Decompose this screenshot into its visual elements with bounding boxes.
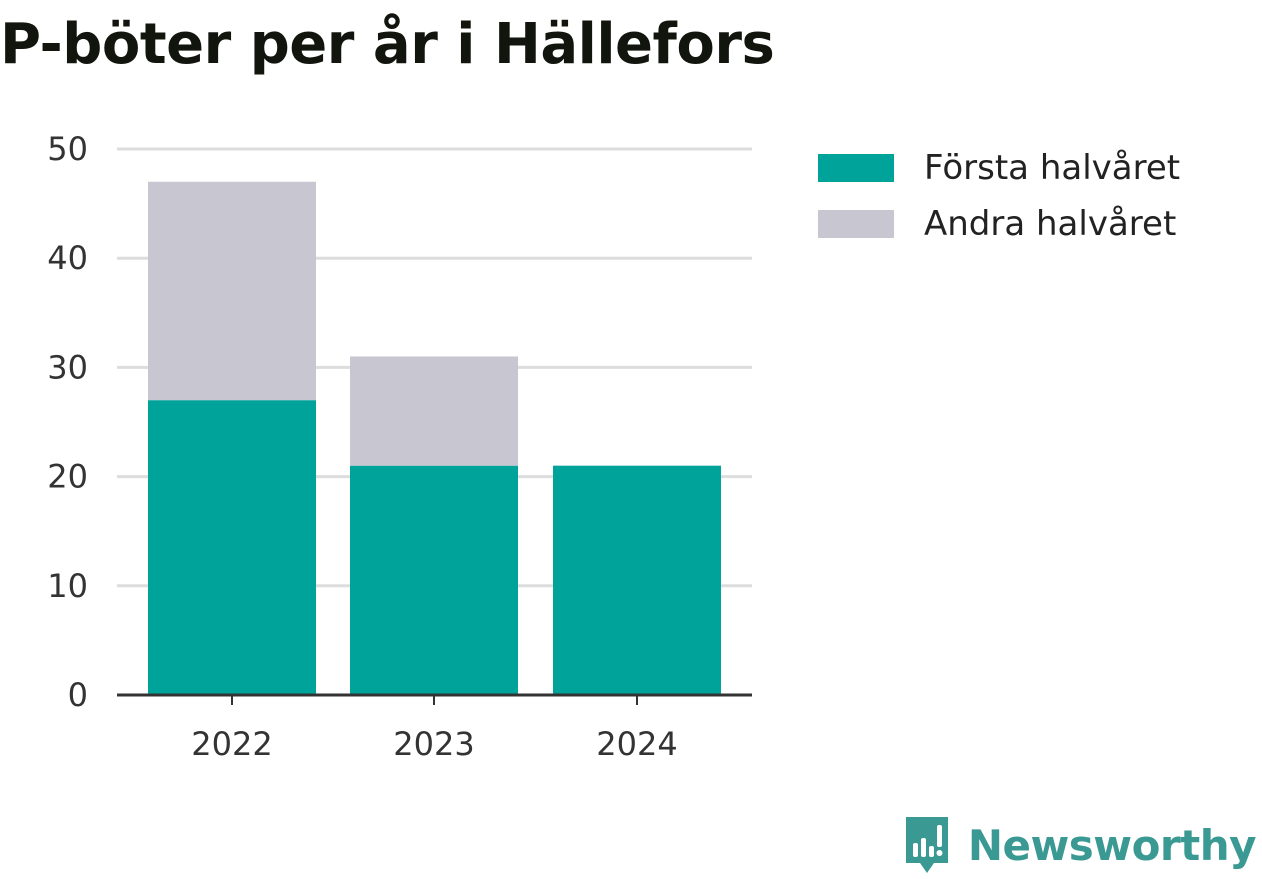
bar-2024-series-1 [553,465,721,695]
legend-item-second-half: Andra halvåret [818,196,1180,252]
legend: Första halvåret Andra halvåret [818,140,1180,252]
tick-labels: 0 10 20 30 40 50 2022 2023 2024 [47,130,677,763]
y-tick-label-50: 50 [47,130,88,168]
y-tick-label-40: 40 [47,239,88,277]
y-tick-label-0: 0 [68,676,88,714]
y-tick-label-20: 20 [47,458,88,496]
bar-2022-series-1 [148,400,316,695]
brand-logo: Newsworthy [902,813,1257,877]
legend-label-first-half: Första halvåret [924,148,1181,188]
x-tick-label-2023: 2023 [393,725,474,763]
y-tick-label-30: 30 [47,348,88,386]
legend-item-first-half: Första halvåret [818,140,1180,196]
bar-chart: 0 10 20 30 40 50 2022 2023 2024 [47,130,752,763]
legend-swatch-first-half [818,154,894,182]
x-tick-label-2024: 2024 [596,725,677,763]
chart-speech-bubble-icon [905,817,948,873]
legend-swatch-second-half [818,210,894,238]
bar-2022-series-2 [148,181,316,401]
bars [148,181,721,695]
bar-2023-series-1 [350,465,518,695]
y-tick-label-10: 10 [47,567,88,605]
bar-2023-series-2 [350,356,518,466]
chart-title: P-böter per år i Hällefors [0,12,775,77]
x-axis [117,693,752,705]
x-tick-label-2022: 2022 [191,725,272,763]
brand-name: Newsworthy [967,820,1257,870]
legend-label-second-half: Andra halvåret [924,204,1177,244]
